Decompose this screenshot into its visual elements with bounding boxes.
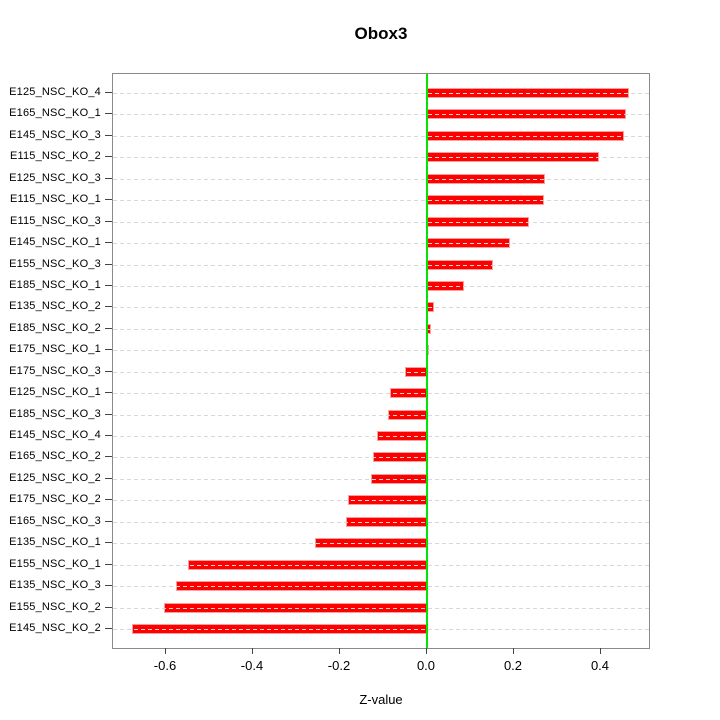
y-axis-label: E145_NSC_KO_4 — [9, 429, 101, 442]
y-axis-tick — [105, 134, 112, 136]
y-axis-tick — [105, 520, 112, 522]
y-axis-tick — [105, 563, 112, 565]
x-axis-tick-label: -0.2 — [327, 658, 351, 673]
y-axis-label: E125_NSC_KO_3 — [9, 171, 101, 184]
x-axis-tick — [252, 648, 253, 654]
y-axis-tick — [105, 327, 112, 329]
gridline — [113, 114, 649, 116]
x-axis-tick-label: 0.4 — [590, 658, 610, 673]
y-axis-label: E185_NSC_KO_2 — [9, 321, 101, 334]
gridline — [113, 629, 649, 630]
y-axis-tick — [105, 199, 112, 201]
y-axis-tick — [105, 349, 112, 351]
y-axis-label: E125_NSC_KO_2 — [9, 471, 101, 484]
x-axis-tick-label: 0.0 — [416, 658, 436, 673]
y-axis-label: E115_NSC_KO_2 — [9, 150, 101, 163]
y-axis-label: E115_NSC_KO_3 — [9, 214, 101, 227]
y-axis-label: E155_NSC_KO_1 — [9, 557, 101, 570]
y-axis-tick — [105, 628, 112, 629]
y-axis-label: E145_NSC_KO_3 — [9, 128, 101, 141]
y-axis-label: E145_NSC_KO_2 — [9, 622, 101, 634]
x-axis-tick — [165, 648, 166, 654]
y-axis-tick — [105, 92, 112, 93]
y-axis-tick — [105, 392, 112, 394]
plot-area — [112, 73, 650, 649]
gridline — [113, 414, 649, 416]
y-axis-tick — [105, 177, 112, 179]
y-axis-tick — [105, 413, 112, 415]
y-axis-label: E155_NSC_KO_3 — [9, 257, 101, 270]
y-axis-tick — [105, 477, 112, 479]
y-axis-tick — [105, 370, 112, 372]
gridline — [113, 200, 649, 202]
gridline — [113, 328, 649, 330]
gridline — [113, 157, 649, 159]
x-axis-tick — [513, 648, 514, 654]
gridline — [113, 521, 649, 523]
gridline — [113, 93, 649, 94]
x-axis-tick-label: -0.6 — [153, 658, 177, 673]
zero-value-line — [426, 74, 428, 648]
gridline — [113, 607, 649, 609]
y-axis-tick — [105, 306, 112, 308]
x-axis-title: Z-value — [359, 692, 403, 707]
gridline — [113, 178, 649, 180]
y-axis-label: E185_NSC_KO_1 — [9, 278, 101, 291]
y-axis-label: E185_NSC_KO_3 — [9, 407, 101, 420]
y-axis-tick — [105, 606, 112, 608]
y-axis-tick — [105, 242, 112, 244]
y-axis-tick — [105, 220, 112, 222]
gridline — [113, 543, 649, 545]
gridline — [113, 436, 649, 438]
y-axis-label: E145_NSC_KO_1 — [9, 236, 101, 249]
gridline — [113, 478, 649, 480]
y-axis-label: E135_NSC_KO_3 — [9, 579, 101, 592]
gridline — [113, 393, 649, 395]
gridline — [113, 307, 649, 309]
y-axis-tick — [105, 456, 112, 458]
gridline — [113, 264, 649, 266]
gridline — [113, 371, 649, 373]
gridline — [113, 586, 649, 588]
y-axis-label: E135_NSC_KO_1 — [9, 536, 101, 549]
y-axis-label: E165_NSC_KO_1 — [9, 107, 101, 120]
y-axis-label: E125_NSC_KO_1 — [9, 386, 101, 399]
y-axis-tick — [105, 156, 112, 158]
y-axis-label: E115_NSC_KO_1 — [9, 193, 101, 206]
y-axis-label: E165_NSC_KO_3 — [9, 514, 101, 527]
y-axis-tick — [105, 113, 112, 115]
y-axis-tick — [105, 585, 112, 587]
y-axis-label: E175_NSC_KO_3 — [9, 364, 101, 377]
x-axis-tick — [426, 648, 427, 654]
y-axis-tick — [105, 435, 112, 437]
gridline — [113, 564, 649, 566]
gridline — [113, 135, 649, 137]
gridline — [113, 500, 649, 502]
x-axis-tick-label: -0.4 — [240, 658, 264, 673]
y-axis-label: E135_NSC_KO_2 — [9, 300, 101, 313]
gridline — [113, 457, 649, 459]
y-axis-label: E165_NSC_KO_2 — [9, 450, 101, 463]
gridline — [113, 221, 649, 223]
gridline — [113, 285, 649, 287]
y-axis-label: E125_NSC_KO_4 — [9, 86, 101, 98]
y-axis-tick — [105, 499, 112, 501]
y-axis-label: E175_NSC_KO_1 — [9, 343, 101, 356]
chart-title: Obox3 — [354, 24, 408, 43]
x-axis-tick — [339, 648, 340, 654]
x-axis-tick-label: 0.2 — [503, 658, 523, 673]
gridline — [113, 350, 649, 352]
y-axis-tick — [105, 542, 112, 544]
y-axis-label: E155_NSC_KO_2 — [9, 600, 101, 613]
gridline — [113, 243, 649, 245]
y-axis-label: E175_NSC_KO_2 — [9, 493, 101, 506]
y-axis-tick — [105, 263, 112, 265]
x-axis-tick — [600, 648, 601, 654]
y-axis-tick — [105, 284, 112, 286]
